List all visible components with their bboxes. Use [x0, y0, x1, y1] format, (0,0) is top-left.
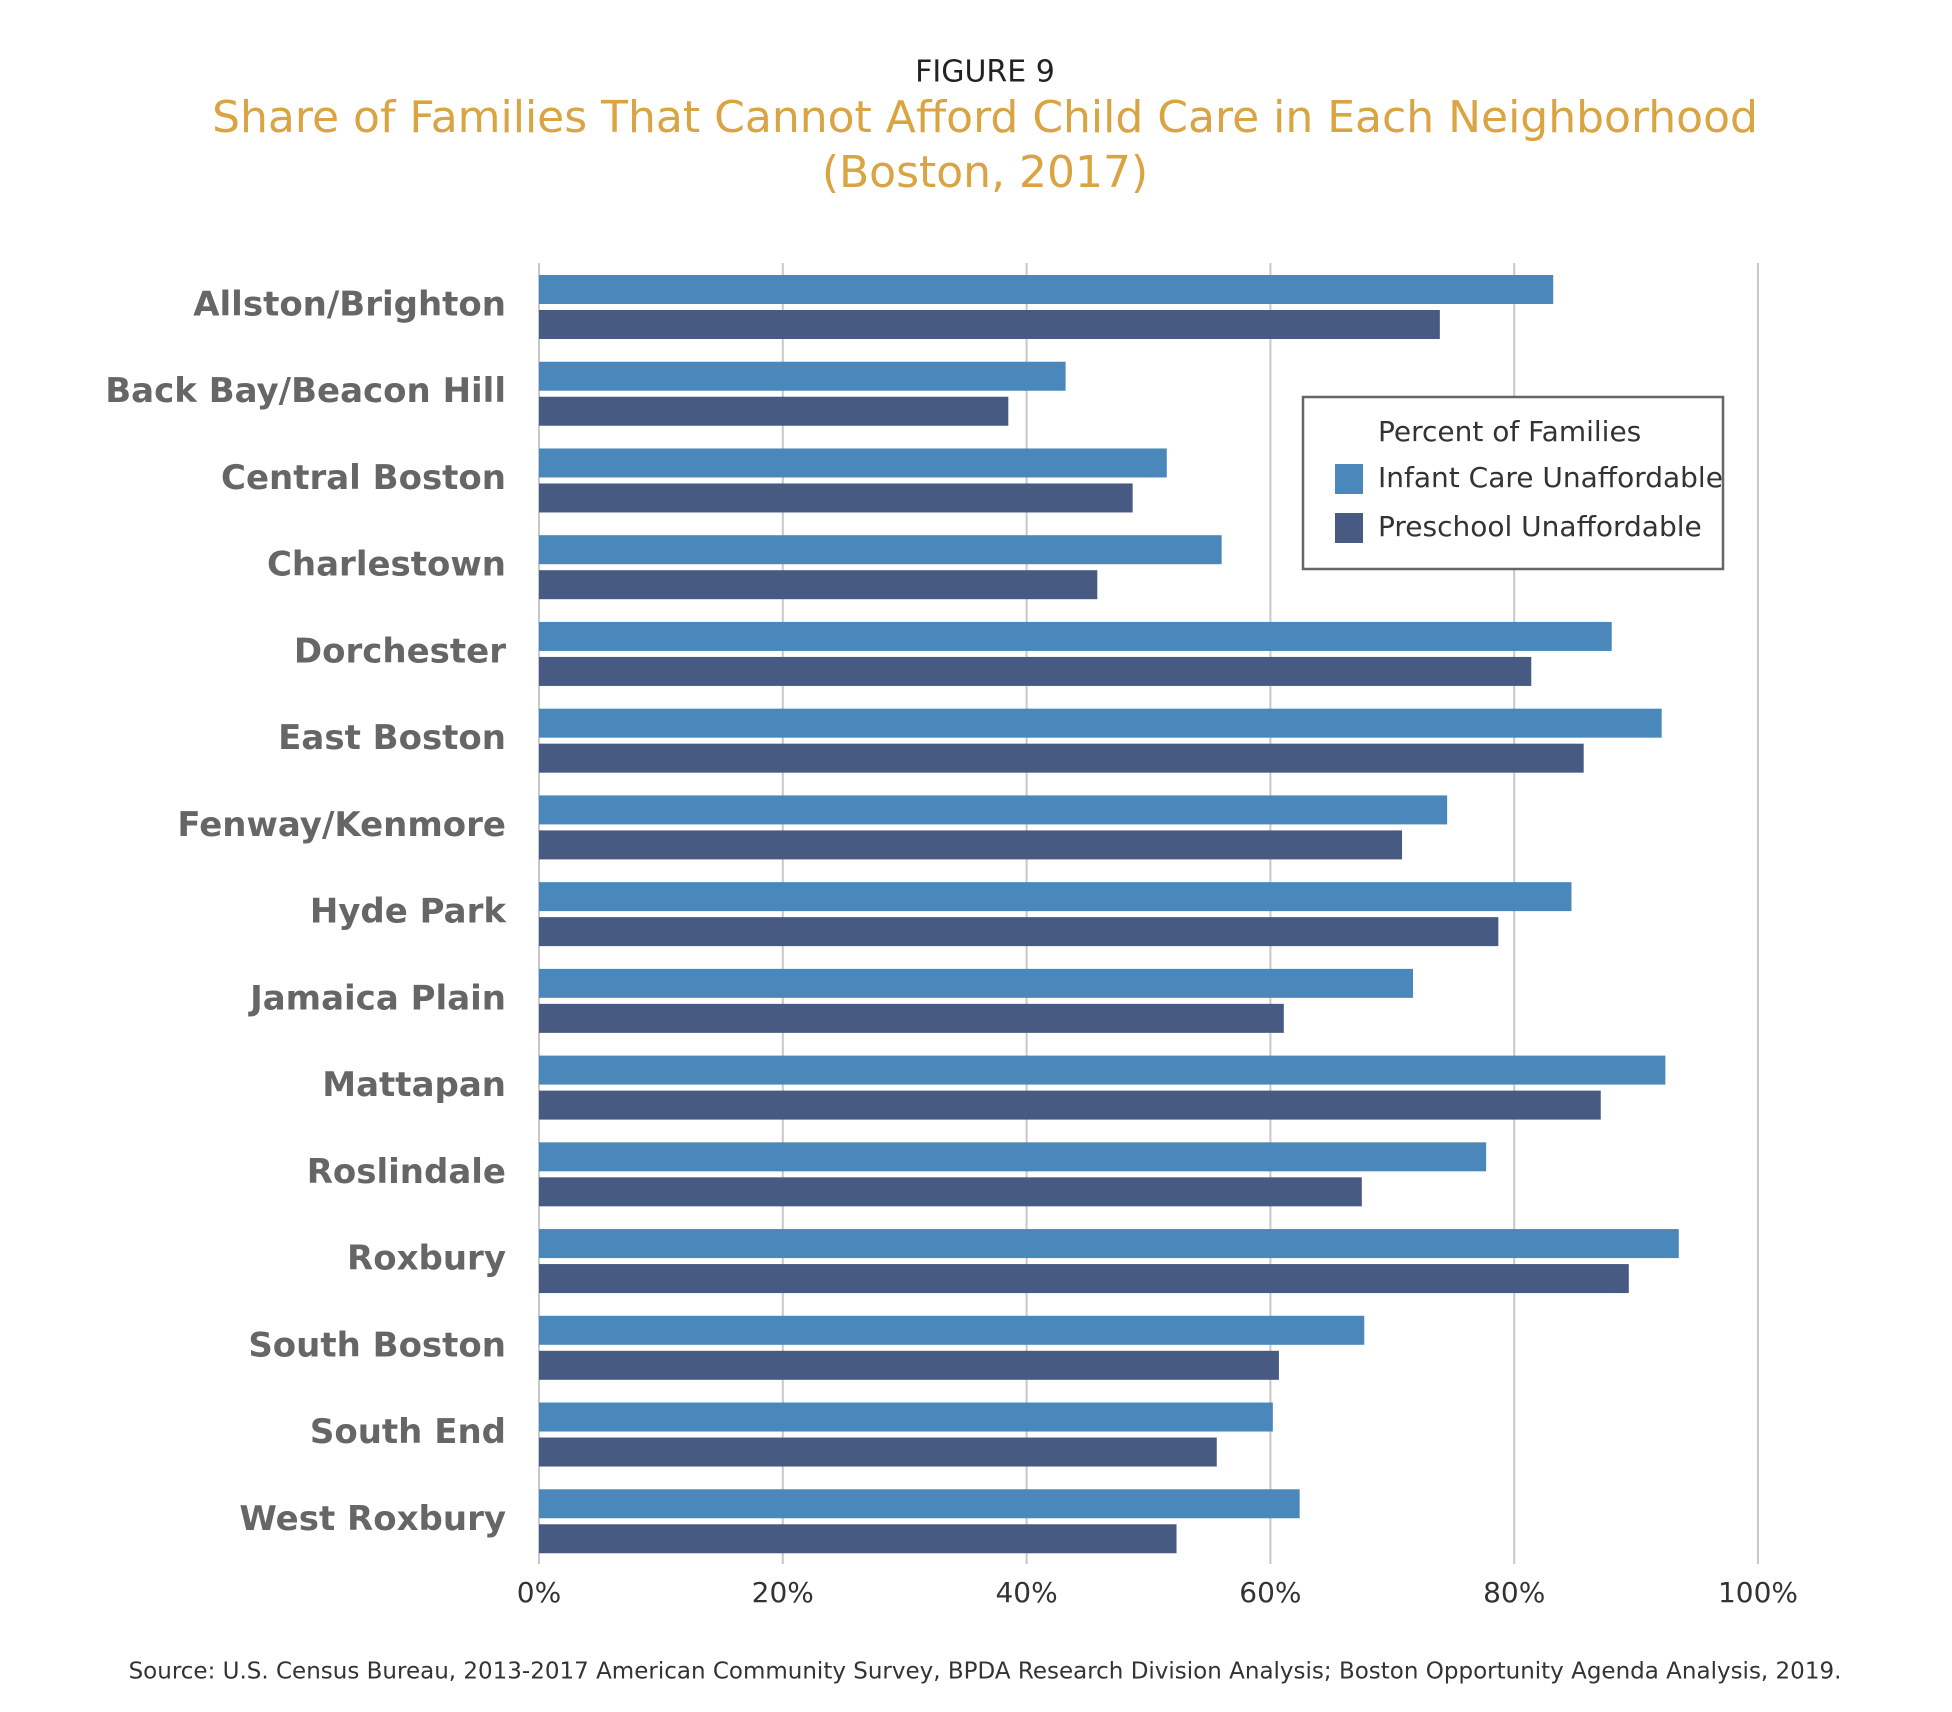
figure-label: FIGURE 9	[915, 55, 1055, 90]
bar	[539, 708, 1662, 738]
y-tick-label: Roslindale	[307, 1152, 506, 1192]
x-tick-label: 0%	[517, 1576, 561, 1609]
bar	[539, 275, 1554, 304]
y-tick-label: Back Bay/Beacon Hill	[105, 371, 506, 411]
x-tick-label: 20%	[752, 1576, 814, 1609]
y-tick-label: Roxbury	[347, 1239, 506, 1279]
bar	[539, 968, 1414, 998]
bar	[539, 1055, 1666, 1085]
bar	[539, 361, 1066, 391]
y-tick-label: Fenway/Kenmore	[177, 805, 506, 845]
y-tick-label: Jamaica Plain	[248, 978, 506, 1018]
legend-title: Percent of Families	[1378, 415, 1641, 448]
bar	[539, 1315, 1365, 1345]
bar	[539, 743, 1584, 773]
bar	[539, 1350, 1279, 1380]
y-tick-label: Allston/Brighton	[193, 285, 506, 325]
bar	[539, 396, 1009, 426]
x-tick-label: 40%	[995, 1576, 1057, 1609]
bar	[539, 1437, 1217, 1467]
bar	[539, 448, 1167, 478]
legend-swatch	[1335, 464, 1363, 494]
bar	[539, 882, 1572, 912]
y-tick-label: Dorchester	[294, 631, 506, 671]
bar	[539, 1090, 1601, 1120]
bar	[539, 483, 1133, 513]
bar	[539, 795, 1448, 825]
legend-swatch	[1335, 513, 1363, 543]
y-tick-label: Central Boston	[221, 458, 506, 498]
y-tick-label: East Boston	[278, 718, 506, 758]
legend-label: Preschool Unaffordable	[1378, 510, 1702, 543]
bar	[539, 1003, 1284, 1033]
bar	[539, 656, 1532, 686]
bar	[539, 1402, 1273, 1432]
legend-label: Infant Care Unaffordable	[1378, 461, 1723, 494]
bar	[539, 621, 1612, 651]
y-tick-label: Hyde Park	[310, 892, 508, 932]
bar	[539, 1489, 1300, 1519]
x-tick-label: 60%	[1239, 1576, 1301, 1609]
bar	[539, 310, 1440, 339]
bar	[539, 1524, 1177, 1554]
bar	[539, 1229, 1679, 1259]
bar	[539, 917, 1499, 947]
y-tick-label: Mattapan	[322, 1065, 506, 1105]
y-tick-label: South Boston	[248, 1325, 506, 1365]
bar	[539, 535, 1222, 565]
y-tick-label: West Roxbury	[239, 1499, 506, 1539]
y-tick-label: Charlestown	[267, 545, 506, 585]
source-note: Source: U.S. Census Bureau, 2013-2017 Am…	[129, 1659, 1842, 1685]
bar	[539, 1142, 1487, 1172]
bar	[539, 1264, 1629, 1294]
legend-box	[1301, 395, 1725, 571]
bar	[539, 1177, 1362, 1207]
x-tick-label: 80%	[1483, 1576, 1545, 1609]
bar	[539, 570, 1098, 600]
x-tick-label: 100%	[1718, 1576, 1798, 1609]
y-tick-label: South End	[310, 1412, 506, 1452]
chart-subtitle: (Boston, 2017)	[822, 147, 1148, 198]
chart-title: Share of Families That Cannot Afford Chi…	[212, 92, 1758, 143]
bar	[539, 830, 1403, 860]
